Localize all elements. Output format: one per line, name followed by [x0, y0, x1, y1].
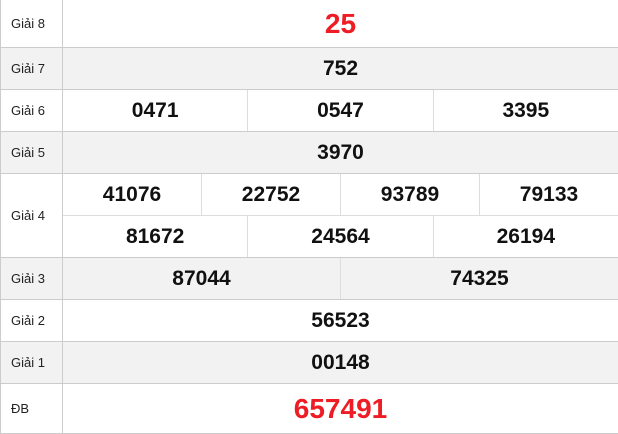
prize-line: 25 — [63, 0, 618, 47]
prize-number: 24564 — [247, 216, 432, 257]
prize-line: 752 — [63, 48, 618, 89]
prize-line: 657491 — [63, 384, 618, 433]
prize-row: Giải 8 25 — [1, 0, 618, 48]
prize-number: 41076 — [102, 182, 162, 206]
prize-number: 56523 — [311, 308, 370, 332]
prize-line: 87044 74325 — [63, 258, 618, 299]
prize-values: 657491 — [63, 384, 618, 433]
prize-label: Giải 2 — [1, 300, 63, 341]
prize-number: 22752 — [201, 174, 340, 215]
prize-label: Giải 7 — [1, 48, 63, 89]
prize-values: 25 — [63, 0, 618, 47]
prize-label: Giải 4 — [1, 174, 63, 257]
prize-label: ĐB — [1, 384, 63, 433]
prize-row: Giải 6 0471 0547 3395 — [1, 90, 618, 132]
prize-row: Giải 4 41076 22752 93789 79133 81672 24564 2619… — [1, 174, 618, 258]
prize-number: 3970 — [317, 140, 364, 164]
prize-label: Giải 6 — [1, 90, 63, 131]
prize-row: ĐB 657491 — [1, 384, 618, 434]
prize-number: 3395 — [432, 90, 618, 131]
prize-number: 74325 — [340, 258, 618, 299]
prize-values: 0471 0547 3395 — [63, 90, 618, 131]
prize-number: 79133 — [479, 174, 618, 215]
prize-label: Giải 5 — [1, 132, 63, 173]
prize-number: 00148 — [311, 350, 370, 374]
prize-values: 752 — [63, 48, 618, 89]
prize-line: 00148 — [63, 342, 618, 383]
prize-values: 00148 — [63, 342, 618, 383]
prize-number: 87044 — [172, 266, 231, 290]
prize-values: 41076 22752 93789 79133 81672 24564 26194 — [63, 174, 618, 257]
prize-line: 81672 24564 26194 — [63, 215, 618, 257]
prize-line: 41076 22752 93789 79133 — [63, 174, 618, 215]
prize-row: Giải 5 3970 — [1, 132, 618, 174]
prize-row: Giải 1 00148 — [1, 342, 618, 384]
prize-values: 56523 — [63, 300, 618, 341]
prize-line: 0471 0547 3395 — [63, 90, 618, 131]
prize-row: Giải 7 752 — [1, 48, 618, 90]
prize-number: 81672 — [125, 224, 185, 248]
prize-label: Giải 1 — [1, 342, 63, 383]
prize-row: Giải 3 87044 74325 — [1, 258, 618, 300]
prize-number: 0471 — [131, 98, 179, 122]
prize-number: 752 — [322, 56, 359, 80]
prize-number: 657491 — [293, 392, 388, 424]
prize-number: 93789 — [340, 174, 479, 215]
prize-values: 87044 74325 — [63, 258, 618, 299]
prize-number: 25 — [324, 7, 357, 39]
prize-label: Giải 3 — [1, 258, 63, 299]
prize-line: 56523 — [63, 300, 618, 341]
prize-line: 3970 — [63, 132, 618, 173]
prize-number: 0547 — [247, 90, 432, 131]
prize-label: Giải 8 — [1, 0, 63, 47]
prize-row: Giải 2 56523 — [1, 300, 618, 342]
prize-values: 3970 — [63, 132, 618, 173]
prize-number: 26194 — [432, 216, 618, 257]
